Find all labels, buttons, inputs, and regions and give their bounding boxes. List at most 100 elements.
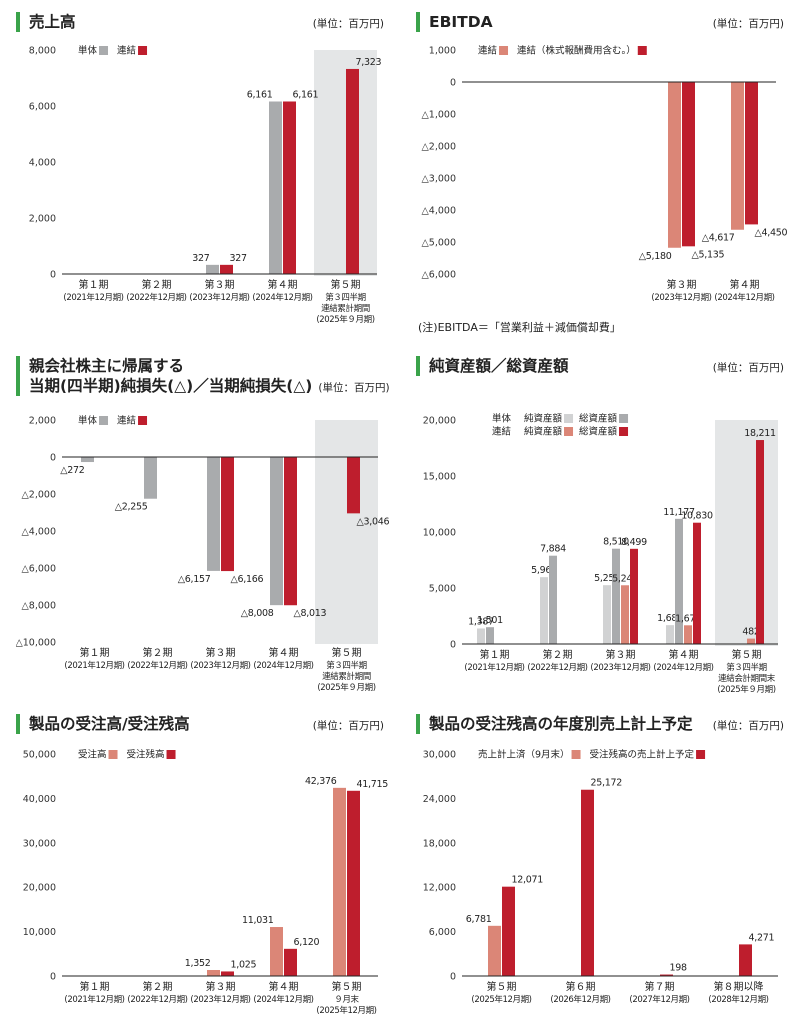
- x-tick-label: 第４期: [269, 646, 299, 659]
- x-tick-label: 第４期: [730, 278, 760, 291]
- data-label: 482: [742, 627, 759, 638]
- x-tick-label: 第２期: [142, 278, 172, 291]
- data-label: △8,008: [241, 608, 274, 619]
- x-tick-label: 第１期: [480, 648, 510, 661]
- legend-swatch: [571, 750, 581, 759]
- legend-label: 純資産額: [524, 413, 563, 425]
- x-tick-label: 第２期: [143, 646, 173, 659]
- legend-swatch: [108, 750, 118, 759]
- x-tick-label: 第５期: [487, 980, 517, 993]
- legend-label: 連結（株式報酬費用含む。）: [517, 45, 636, 57]
- data-label: 198: [670, 963, 687, 974]
- data-label: 8,499: [621, 537, 647, 548]
- y-tick-label: 2,000: [29, 214, 56, 225]
- y-tick-label: 6,000: [29, 102, 56, 113]
- y-tick-label: 0: [50, 453, 56, 464]
- x-tick-label: 第３期: [606, 648, 636, 661]
- y-tick-label: 6,000: [429, 927, 456, 938]
- unit-label: (単位：百万円): [312, 720, 384, 732]
- data-label: 1,352: [185, 958, 211, 969]
- unit-label: (単位：百万円): [312, 18, 384, 30]
- x-tick-label: 第１期: [79, 278, 109, 291]
- x-tick-label: 第５期: [332, 646, 362, 659]
- x-tick-sublabel: (2022年12月期): [527, 662, 587, 673]
- x-tick-sublabel: (2021年12月期): [64, 994, 124, 1005]
- x-tick-label: 第３期: [667, 278, 697, 291]
- legend-swatch: [99, 46, 109, 55]
- legend-label: 連結: [117, 415, 137, 427]
- x-tick-label: 第６期: [566, 980, 596, 993]
- legend-swatch: [619, 427, 629, 436]
- chart-title: EBITDA: [416, 12, 493, 32]
- data-label: 8,510: [603, 537, 629, 548]
- data-label: △4,450: [755, 227, 788, 238]
- bar: [347, 790, 360, 976]
- bar: [488, 925, 501, 976]
- bar: [270, 927, 283, 976]
- legend-swatch: [696, 750, 706, 759]
- net-loss-panel: 親会社株主に帰属する 当期(四半期)純損失(△)／当期純損失(△) (単位：百万円…: [15, 356, 390, 704]
- chart-title: 売上高: [16, 12, 76, 32]
- orders-chart: 0 10,000 20,000 30,000 40,000 50,000 第１期(2021年…: [23, 749, 389, 1017]
- x-tick-sublabel: (2025年12月期): [471, 994, 531, 1005]
- y-tick-label: 10,000: [423, 528, 456, 539]
- data-label: 6,781: [466, 914, 492, 925]
- y-tick-label: 0: [50, 972, 56, 983]
- legend-swatch: [166, 750, 176, 759]
- legend-label: 連結: [478, 45, 498, 57]
- y-tick-label: 24,000: [423, 794, 456, 805]
- data-label: 25,172: [591, 778, 623, 789]
- data-label: △6,157: [178, 574, 211, 585]
- y-tick-label: △6,000: [21, 564, 56, 575]
- sales-panel: 売上高 (単位：百万円) 0 2,000 4,000 6,000 8,000 第１期 (20…: [16, 12, 390, 340]
- data-label: 1,501: [477, 615, 503, 626]
- data-label: 1,387: [468, 616, 494, 627]
- x-tick-label: 第２期: [143, 980, 173, 993]
- legend-swatch: [564, 414, 574, 423]
- x-tick-sublabel: (2025年９月期): [317, 682, 375, 693]
- data-label: 1,025: [231, 959, 257, 970]
- legend-label: 総資産額: [579, 413, 618, 425]
- bar: [621, 585, 629, 644]
- y-tick-label: △3,000: [421, 174, 456, 185]
- bar: [612, 548, 620, 644]
- bar: [502, 886, 515, 976]
- legend-row-head: 連結: [492, 426, 512, 438]
- bar: [739, 944, 752, 976]
- y-tick-label: 12,000: [423, 883, 456, 894]
- bar: [684, 625, 692, 644]
- x-tick-sublabel: (2024年12月期): [253, 994, 313, 1005]
- data-label: 11,031: [242, 915, 274, 926]
- x-tick-sublabel: (2026年12月期): [550, 994, 610, 1005]
- y-tick-label: △1,000: [421, 110, 456, 121]
- legend-swatch: [99, 416, 109, 425]
- x-tick-label: 第１期: [80, 646, 110, 659]
- y-tick-label: △2,000: [421, 142, 456, 153]
- data-label: △5,135: [692, 249, 725, 260]
- data-label: 5,252: [594, 573, 620, 584]
- y-tick-label: △4,000: [421, 206, 456, 217]
- data-label: 7,884: [540, 544, 566, 555]
- x-tick-label: 第３期: [206, 646, 236, 659]
- bar: [682, 82, 695, 247]
- data-label: △2,255: [115, 502, 148, 513]
- x-tick-sublabel: (2021年12月期): [63, 292, 123, 303]
- y-tick-label: △8,000: [21, 601, 56, 612]
- y-tick-label: △10,000: [16, 638, 56, 649]
- x-tick-sublabel: (2022年12月期): [127, 660, 187, 671]
- x-tick-sublabel: (2024年12月期): [253, 660, 313, 671]
- x-tick-sublabel: (2023年12月期): [189, 292, 249, 303]
- y-tick-label: 15,000: [423, 472, 456, 483]
- unit-label: (単位：百万円): [712, 18, 784, 30]
- legend-label: 受注残高の売上計上予定: [590, 749, 695, 761]
- x-tick-sublabel: (2021年12月期): [464, 662, 524, 673]
- bar: [603, 585, 611, 644]
- bar: [747, 638, 755, 644]
- legend-label: 純資産額: [524, 426, 563, 438]
- bar: [221, 971, 234, 976]
- data-label: 41,715: [357, 779, 389, 790]
- data-label: 18,211: [744, 428, 776, 439]
- chart-title: 製品の受注高/受注残高: [16, 714, 190, 734]
- bar: [220, 264, 233, 274]
- y-tick-label: △2,000: [21, 490, 56, 501]
